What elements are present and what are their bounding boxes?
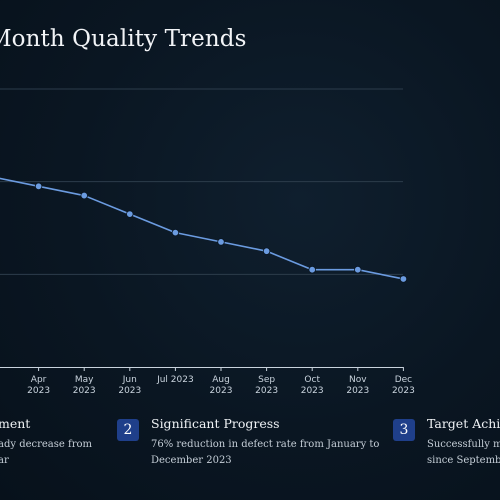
insight-card-1: ment ady decrease from ar: [0, 416, 98, 469]
data-point: [217, 238, 225, 246]
series-line-path: [0, 177, 404, 280]
data-point: [34, 182, 43, 190]
insight-title-1: ment: [0, 416, 31, 431]
data-point: [262, 247, 271, 255]
chart-title: Month Quality Trends: [0, 26, 247, 52]
insight-text-1-line-1: ady decrease from: [0, 439, 92, 450]
grid-lines: [0, 88, 403, 275]
insight-number-badge-3: 3: [393, 419, 415, 441]
insight-text-3-line-2: since September: [427, 455, 500, 466]
data-point: [171, 228, 180, 237]
series-points: [34, 182, 408, 283]
x-tick-label: Oct 2023: [301, 375, 324, 396]
x-tick-labels: Apr 2023 May 2023 Jun 2023 Jul 2023 Aug 2023 Sep 2…: [27, 375, 415, 396]
data-point: [80, 191, 88, 200]
data-point: [399, 275, 408, 283]
x-tick-label: Jun 2023: [118, 375, 141, 396]
x-tick-label: May 2023: [73, 375, 96, 396]
x-axis: [0, 367, 404, 371]
insight-text-2-line-1: 76% reduction in defect rate from Januar…: [151, 439, 380, 450]
data-point: [308, 266, 316, 274]
insight-card-3: 3 Target Achi Successfully m since Septe…: [393, 416, 500, 469]
x-tick-label: Dec 2023: [392, 375, 415, 396]
x-tick-label: Nov 2023: [346, 375, 369, 396]
x-tick-label: Jul 2023: [156, 375, 194, 385]
insight-text-1-line-2: ar: [0, 455, 9, 466]
series-line: [0, 177, 404, 280]
x-tick-label: Apr 2023: [27, 375, 50, 396]
insight-card-2: 2 Significant Progress 76% reduction in …: [117, 416, 379, 469]
insight-text-3-line-1: Successfully m: [427, 439, 500, 450]
x-tick-label: Aug 2023: [210, 375, 233, 396]
insight-title-2: Significant Progress: [151, 416, 280, 431]
data-point: [126, 210, 134, 218]
x-tick-label: Sep 2023: [255, 375, 278, 396]
insight-text-2-line-2: December 2023: [151, 455, 232, 466]
data-point: [354, 266, 362, 274]
insight-title-3: Target Achi: [427, 416, 500, 431]
insight-number-badge-2: 2: [117, 419, 139, 441]
